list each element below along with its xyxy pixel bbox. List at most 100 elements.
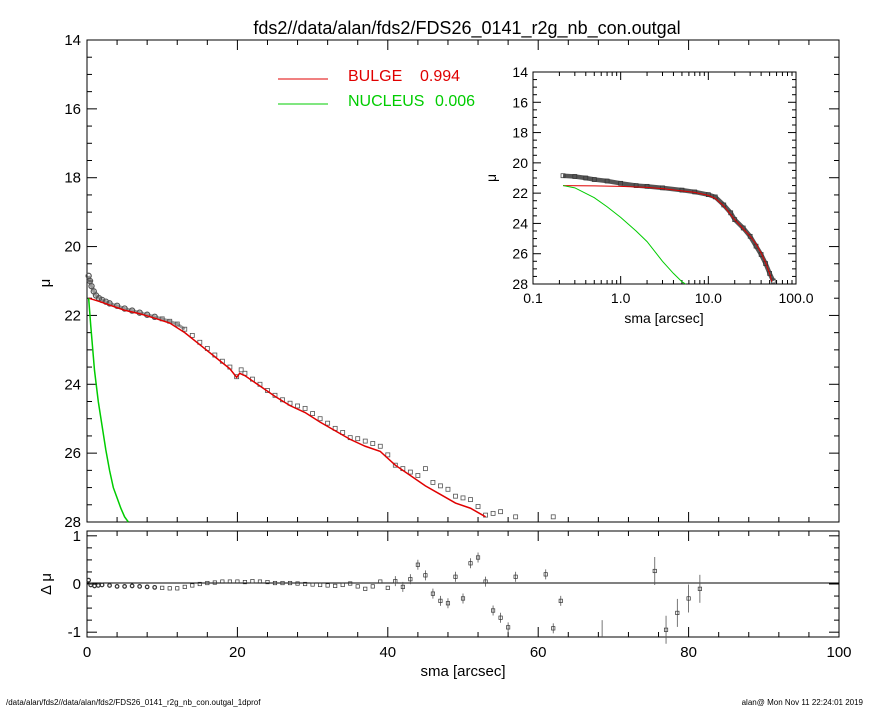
main-data-point bbox=[407, 469, 413, 475]
main-data-point bbox=[362, 438, 368, 444]
inset-y-tick-label: 22 bbox=[512, 185, 528, 201]
main-y-tick-label: 24 bbox=[64, 376, 81, 393]
inset-line-bulge bbox=[563, 185, 773, 282]
residual-point bbox=[144, 584, 150, 590]
residual-point bbox=[287, 580, 293, 586]
inset-data-point bbox=[732, 217, 738, 222]
main-panel: 14 16 18 20 22 24 26 28 μ BULGE 0.994 NUCLEUS 0… bbox=[37, 32, 840, 531]
residual-point bbox=[167, 586, 172, 591]
residual-point bbox=[152, 584, 158, 590]
main-data-point bbox=[295, 403, 300, 409]
inset-x-tick-label: 10.0 bbox=[695, 290, 722, 306]
residual-x-tick-label: 0 bbox=[83, 644, 91, 661]
main-data-point bbox=[453, 493, 458, 499]
main-data-point bbox=[438, 483, 443, 489]
main-data-band bbox=[87, 275, 186, 331]
residual-point bbox=[295, 581, 300, 586]
main-y-tick-label: 16 bbox=[64, 101, 81, 118]
inset-y-tick-label: 24 bbox=[512, 215, 528, 231]
residual-y-axis-label: Δ μ bbox=[38, 573, 55, 595]
residual-point bbox=[205, 580, 210, 586]
main-data-point bbox=[325, 420, 331, 426]
residual-point bbox=[175, 586, 180, 591]
residual-point bbox=[423, 573, 428, 578]
residual-point bbox=[318, 582, 323, 588]
residual-point bbox=[129, 583, 135, 589]
residual-point bbox=[99, 582, 105, 588]
residual-point bbox=[430, 591, 435, 596]
residual-point bbox=[513, 574, 518, 579]
inset-x-tick-label: 0.1 bbox=[523, 290, 543, 306]
main-data-point bbox=[355, 436, 361, 442]
residual-point bbox=[697, 586, 702, 591]
residual-point bbox=[88, 582, 94, 588]
residual-x-tick-labels: 0 20 40 60 80 100 bbox=[83, 644, 852, 661]
legend: BULGE 0.994 NUCLEUS 0.006 bbox=[278, 68, 475, 110]
residual-point bbox=[242, 580, 247, 585]
main-y-tick-labels: 14 16 18 20 22 24 26 28 bbox=[64, 32, 81, 531]
residual-point bbox=[483, 579, 488, 584]
main-data-point bbox=[490, 510, 496, 516]
legend-label-nucleus: NUCLEUS bbox=[348, 93, 424, 110]
residual-y-tick-label: -1 bbox=[68, 624, 81, 641]
residual-point bbox=[468, 561, 473, 566]
main-y-axis-label: μ bbox=[37, 279, 54, 288]
residual-point bbox=[325, 583, 330, 588]
residual-point bbox=[393, 579, 398, 584]
inset-data-point bbox=[583, 175, 589, 181]
inset-data-point bbox=[633, 183, 639, 188]
residual-point bbox=[453, 574, 458, 579]
main-data-point bbox=[189, 332, 195, 338]
residual-series bbox=[86, 552, 702, 644]
residual-point bbox=[686, 596, 691, 601]
residual-point bbox=[265, 580, 270, 585]
main-data-point bbox=[430, 480, 436, 485]
inset-x-tick-labels: 0.1 1.0 10.0 100.0 bbox=[523, 290, 813, 306]
residual-point bbox=[558, 598, 563, 603]
residual-point bbox=[272, 580, 278, 586]
residual-point bbox=[92, 583, 97, 589]
residual-point bbox=[415, 562, 420, 567]
residual-point bbox=[310, 582, 315, 587]
residual-panel: 10-1 0 20 40 60 80 100 Δ μ sma [arcsec] bbox=[38, 528, 852, 680]
residual-point bbox=[114, 584, 120, 589]
residual-point bbox=[506, 625, 511, 630]
inset-data-point bbox=[572, 174, 578, 179]
residual-point bbox=[212, 580, 217, 585]
main-data-point bbox=[460, 495, 466, 501]
residual-point bbox=[197, 581, 202, 587]
inset-line-nucleus bbox=[562, 185, 686, 285]
residual-plot-frame bbox=[86, 530, 840, 638]
residual-point bbox=[257, 579, 263, 584]
inset-y-tick-label: 18 bbox=[512, 125, 528, 141]
main-data-point bbox=[550, 514, 556, 520]
inset-x-axis-label: sma [arcsec] bbox=[624, 310, 703, 326]
inset-y-axis-label: μ bbox=[483, 174, 499, 182]
main-data-point bbox=[445, 486, 451, 492]
legend-label-bulge: BULGE bbox=[348, 68, 402, 85]
main-data-point bbox=[310, 411, 316, 416]
residual-point bbox=[348, 581, 353, 586]
main-data-point bbox=[468, 497, 473, 503]
residual-point bbox=[460, 596, 466, 601]
residual-point bbox=[190, 583, 195, 588]
residual-x-tick-label: 80 bbox=[680, 644, 697, 661]
main-line-bulge bbox=[88, 297, 486, 518]
main-y-tick-label: 14 bbox=[64, 32, 81, 49]
legend-value-nucleus: 0.006 bbox=[435, 93, 475, 110]
main-y-tick-label: 20 bbox=[64, 239, 81, 256]
residual-point bbox=[438, 598, 443, 603]
inset-background bbox=[502, 68, 796, 284]
main-data-point bbox=[238, 367, 244, 373]
residual-x-tick-label: 20 bbox=[229, 644, 246, 661]
residual-point bbox=[378, 579, 383, 584]
inset-data-point bbox=[747, 233, 753, 239]
residual-point bbox=[137, 584, 143, 589]
inset-data-point bbox=[618, 180, 624, 186]
residual-point bbox=[663, 627, 669, 632]
inset-series bbox=[560, 173, 776, 285]
residual-point bbox=[551, 626, 556, 631]
residual-point bbox=[491, 608, 496, 613]
inset-data-point bbox=[660, 185, 665, 191]
